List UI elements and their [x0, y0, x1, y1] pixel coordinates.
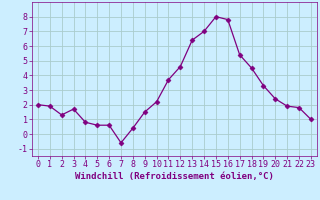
X-axis label: Windchill (Refroidissement éolien,°C): Windchill (Refroidissement éolien,°C)	[75, 172, 274, 181]
